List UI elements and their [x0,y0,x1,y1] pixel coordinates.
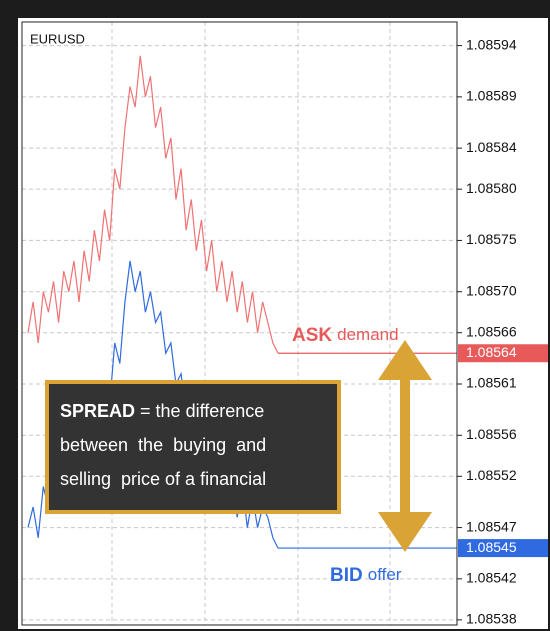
y-tick-label: 1.08580 [466,180,517,196]
y-tick-label: 1.08556 [466,426,517,442]
y-tick-label: 1.08575 [466,231,517,247]
annotation-line: SPREAD = the difference [60,401,264,421]
series-name-rest: demand [337,325,398,344]
price-tag-label: 1.08564 [466,344,517,360]
page: {"chart_data": {"type": "line", "title":… [0,0,550,631]
y-tick-label: 1.08542 [466,570,517,586]
annotation-line: selling price of a financial [60,469,266,489]
y-tick-label: 1.08566 [466,323,517,339]
y-tick-label: 1.08594 [466,36,517,52]
y-tick-label: 1.08589 [466,88,517,104]
annotation-line: between the buying and [60,435,266,455]
y-tick-label: 1.08570 [466,282,517,298]
series-name: ASK [292,325,332,346]
annotation-text: = the difference [140,401,264,421]
chart-title: EURUSD [30,31,85,46]
spread-box: SPREAD = the difference between the buyi… [47,382,339,512]
series-name: BID [330,565,363,586]
arrow-shaft [400,370,410,530]
price-tag-label: 1.08545 [466,539,517,555]
y-tick-label: 1.08561 [466,375,517,391]
y-tick-label: 1.08547 [466,518,517,534]
y-tick-label: 1.08584 [466,139,517,155]
chart: EURUSD 1.08594 1.08589 1.08584 1.08580 1.085… [0,0,550,631]
annotation-bold: SPREAD [60,401,135,421]
series-label: ASK demand [292,325,399,346]
y-tick-label: 1.08538 [466,611,517,627]
y-tick-label: 1.08552 [466,467,517,483]
series-name-rest: offer [368,565,402,584]
